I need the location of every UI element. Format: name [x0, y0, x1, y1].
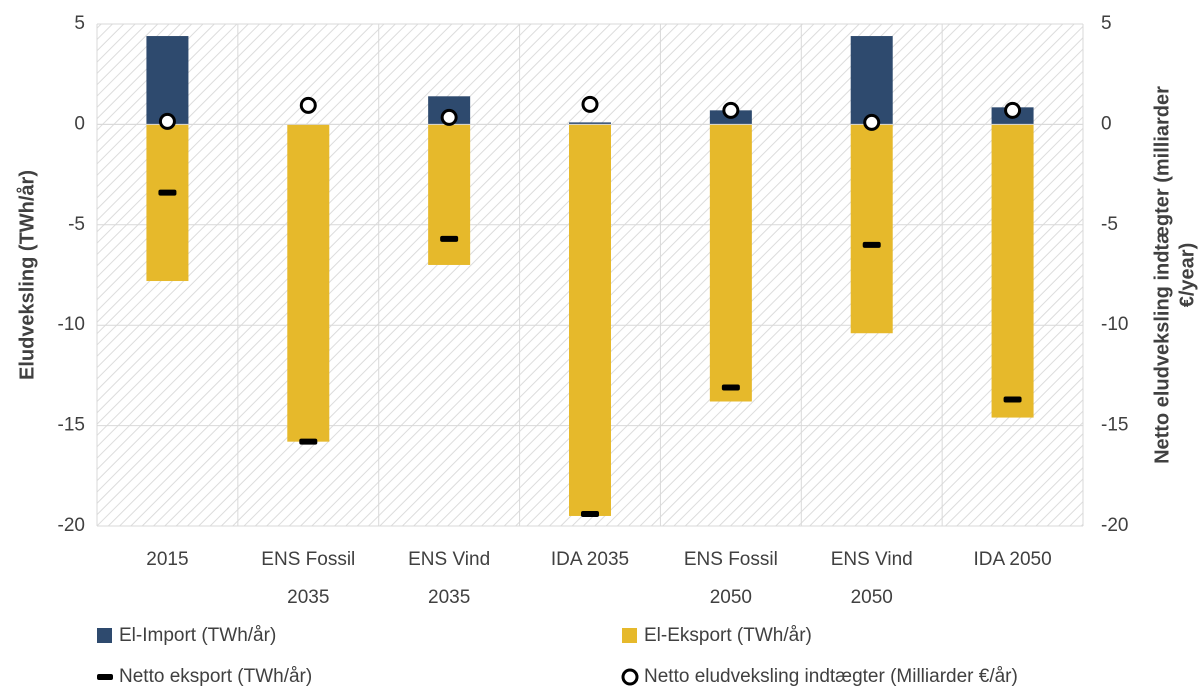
- x-tick-label: IDA 2050: [973, 549, 1051, 570]
- netto-circle: [863, 113, 881, 131]
- y-axis-title: Eludveksling (TWh/år): [15, 170, 38, 380]
- netto-dash: [158, 189, 177, 196]
- bar: [287, 124, 330, 442]
- y-tick-label: -15: [58, 415, 85, 436]
- y-tick-label: -5: [68, 214, 85, 235]
- netto-circle: [581, 95, 599, 113]
- netto-circle: [440, 108, 458, 126]
- bar: [569, 124, 611, 516]
- netto-circle: [1004, 101, 1022, 119]
- legend-label: El-Eksport (TWh/år): [644, 625, 812, 646]
- netto-dash: [721, 384, 740, 391]
- y2-axis-title: Netto eludveksling indtægter (milliarder: [1151, 86, 1173, 464]
- legend-label: Netto eksport (TWh/år): [119, 666, 312, 687]
- legend-label: El-Import (TWh/år): [119, 625, 276, 646]
- netto-circle: [299, 96, 317, 114]
- y2-tick-label: -15: [1101, 415, 1128, 436]
- netto-circle: [158, 112, 176, 130]
- x-tick-label: ENS Fossil 2035: [261, 549, 355, 608]
- x-tick-label: 2015: [146, 549, 188, 570]
- netto-circle: [722, 101, 740, 119]
- bar: [709, 124, 752, 402]
- y-tick-label: 5: [74, 13, 85, 34]
- bar: [850, 124, 893, 334]
- x-tick-label: ENS Vind 2050: [831, 549, 913, 608]
- y2-axis-title: €/year): [1176, 243, 1198, 308]
- netto-dash: [581, 510, 599, 517]
- bar: [991, 124, 1034, 418]
- bar: [146, 124, 189, 282]
- y2-tick-label: 5: [1101, 13, 1112, 34]
- legend-swatch: [97, 674, 113, 680]
- y2-tick-label: -20: [1101, 515, 1128, 536]
- bar: [146, 36, 189, 125]
- netto-dash: [299, 438, 318, 445]
- legend-swatch: [621, 668, 639, 686]
- y-tick-label: 0: [74, 113, 85, 134]
- netto-dash: [862, 241, 881, 248]
- bar: [428, 124, 471, 265]
- y-tick-label: -20: [58, 515, 85, 536]
- netto-dash: [1003, 396, 1022, 403]
- bar: [850, 36, 893, 125]
- x-tick-label: ENS Fossil 2050: [684, 549, 778, 608]
- y2-tick-label: 0: [1101, 113, 1112, 134]
- x-tick-label: IDA 2035: [551, 549, 629, 570]
- legend-swatch: [622, 628, 637, 643]
- legend-swatch: [97, 628, 112, 643]
- y2-tick-label: -5: [1101, 214, 1118, 235]
- netto-dash: [440, 235, 459, 242]
- legend-label: Netto eludveksling indtægter (Milliarder…: [644, 666, 1018, 687]
- y2-tick-label: -10: [1101, 314, 1128, 335]
- x-tick-label: ENS Vind 2035: [408, 549, 490, 608]
- bar: [569, 122, 611, 125]
- y-tick-label: -10: [58, 314, 85, 335]
